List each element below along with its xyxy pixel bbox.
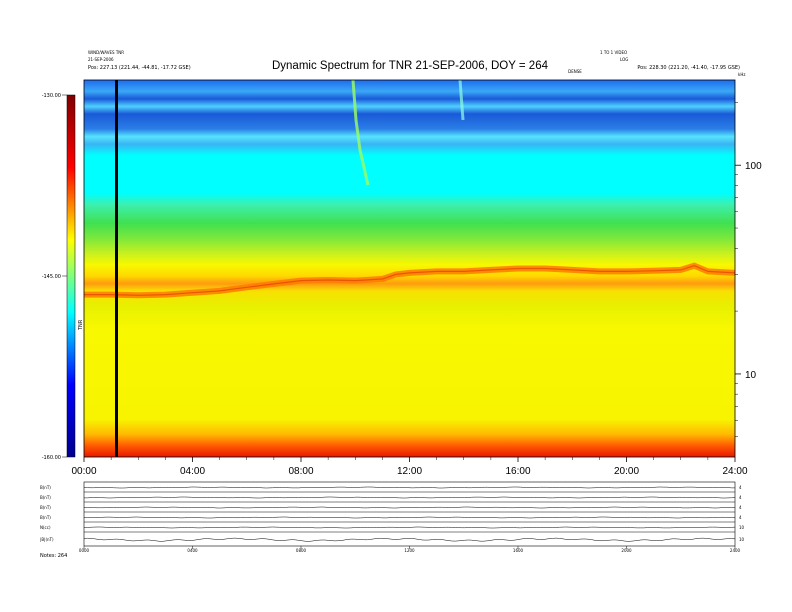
- data-gap-line: [115, 80, 118, 457]
- panel-trace: [83, 537, 736, 542]
- panels-frame: [83, 481, 736, 547]
- x-tick-label: 24:00: [722, 466, 747, 477]
- panel-label: B(nT): [40, 505, 51, 510]
- chart-title: Dynamic Spectrum for TNR 21-SEP-2006, DO…: [272, 60, 549, 72]
- y-axis: 100 10: [735, 102, 762, 438]
- x-tick-label: 12:00: [397, 466, 422, 477]
- timeseries-panels: B(nT) 4 B(nT) 4 B(nT) 4 B(nT) 4 N(cc) 10 |B|(nT) 10…: [40, 481, 745, 553]
- panel-trace: [84, 506, 736, 509]
- plasma-line-core: [84, 265, 735, 296]
- panel-x-tick-label: 1200: [404, 548, 415, 553]
- type-iii-burst: [351, 80, 370, 186]
- panel-tick-label: 4: [739, 485, 742, 490]
- panel-tick-label: 4: [739, 515, 742, 520]
- panel-tick-label: 4: [739, 495, 742, 500]
- panel-x-tick-label: 2400: [730, 548, 741, 553]
- header-right-line2: LOG: [620, 57, 628, 62]
- panel-x-tick-label: 2000: [621, 548, 632, 553]
- panel-label: B(nT): [40, 485, 51, 490]
- header-left-line2: 21-SEP-2006: [88, 57, 114, 62]
- panel-trace: [83, 486, 735, 489]
- x-axis: 00:00 04:00 08:00 12:00 16:00 20:00 24:00: [71, 457, 748, 477]
- panel-trace: [84, 496, 736, 499]
- panel-trace: [83, 526, 736, 529]
- y-tick-label: 10: [745, 370, 757, 381]
- panel-tick-label: 4: [739, 505, 742, 510]
- panel-label: |B|(nT): [40, 537, 54, 542]
- x-tick-label: 00:00: [71, 466, 96, 477]
- x-tick-label: 20:00: [614, 466, 639, 477]
- x-tick-label: 08:00: [288, 466, 313, 477]
- header-left-line1: WIND/WAVES TNR: [88, 50, 124, 55]
- panel-tick-label: 10: [739, 537, 745, 542]
- panel-label: N(cc): [40, 525, 51, 530]
- panel-x-tick-label: 0000: [79, 548, 90, 553]
- colorbar-gradient: [66, 94, 76, 458]
- colorbar: -130.00 -145.00 -160.00 TNR: [42, 93, 84, 461]
- colorbar-tick-label: -145.00: [42, 274, 61, 280]
- panel-x-tick-label: 0400: [187, 548, 198, 553]
- spectrogram-plot: 00:00 04:00 08:00 12:00 16:00 20:00 24:00 1001…: [71, 79, 762, 477]
- header-right-line1: 1 TO 1 VIDEO: [600, 50, 627, 55]
- x-tick-label: 04:00: [180, 466, 205, 477]
- colorbar-tick-label: -130.00: [42, 93, 61, 99]
- header-left-line3: Pos: 227.13 (221.44, -44.81, -17.72 GSE): [88, 65, 191, 71]
- colorbar-tick-label: -160.00: [42, 455, 61, 461]
- header-right-line3: Pos: 228.30 (221.20, -41.40, -17.95 GSE): [637, 65, 740, 71]
- header-center-small: DENSE: [568, 69, 582, 74]
- footer-notes: Notes: 264: [40, 553, 67, 559]
- colorbar-label: TNR: [78, 319, 84, 331]
- panel-tick-label: 10: [739, 525, 745, 530]
- panel-x-tick-label: 1600: [513, 548, 524, 553]
- panel-trace: [83, 516, 735, 519]
- y-unit-label: kHz: [738, 72, 745, 77]
- panel-label: B(nT): [40, 495, 51, 500]
- burst-streak: [458, 80, 465, 121]
- panel-x-tick-label: 0800: [296, 548, 307, 553]
- panel-label: B(nT): [40, 515, 51, 520]
- y-tick-label: 100: [745, 161, 762, 172]
- x-tick-label: 16:00: [505, 466, 530, 477]
